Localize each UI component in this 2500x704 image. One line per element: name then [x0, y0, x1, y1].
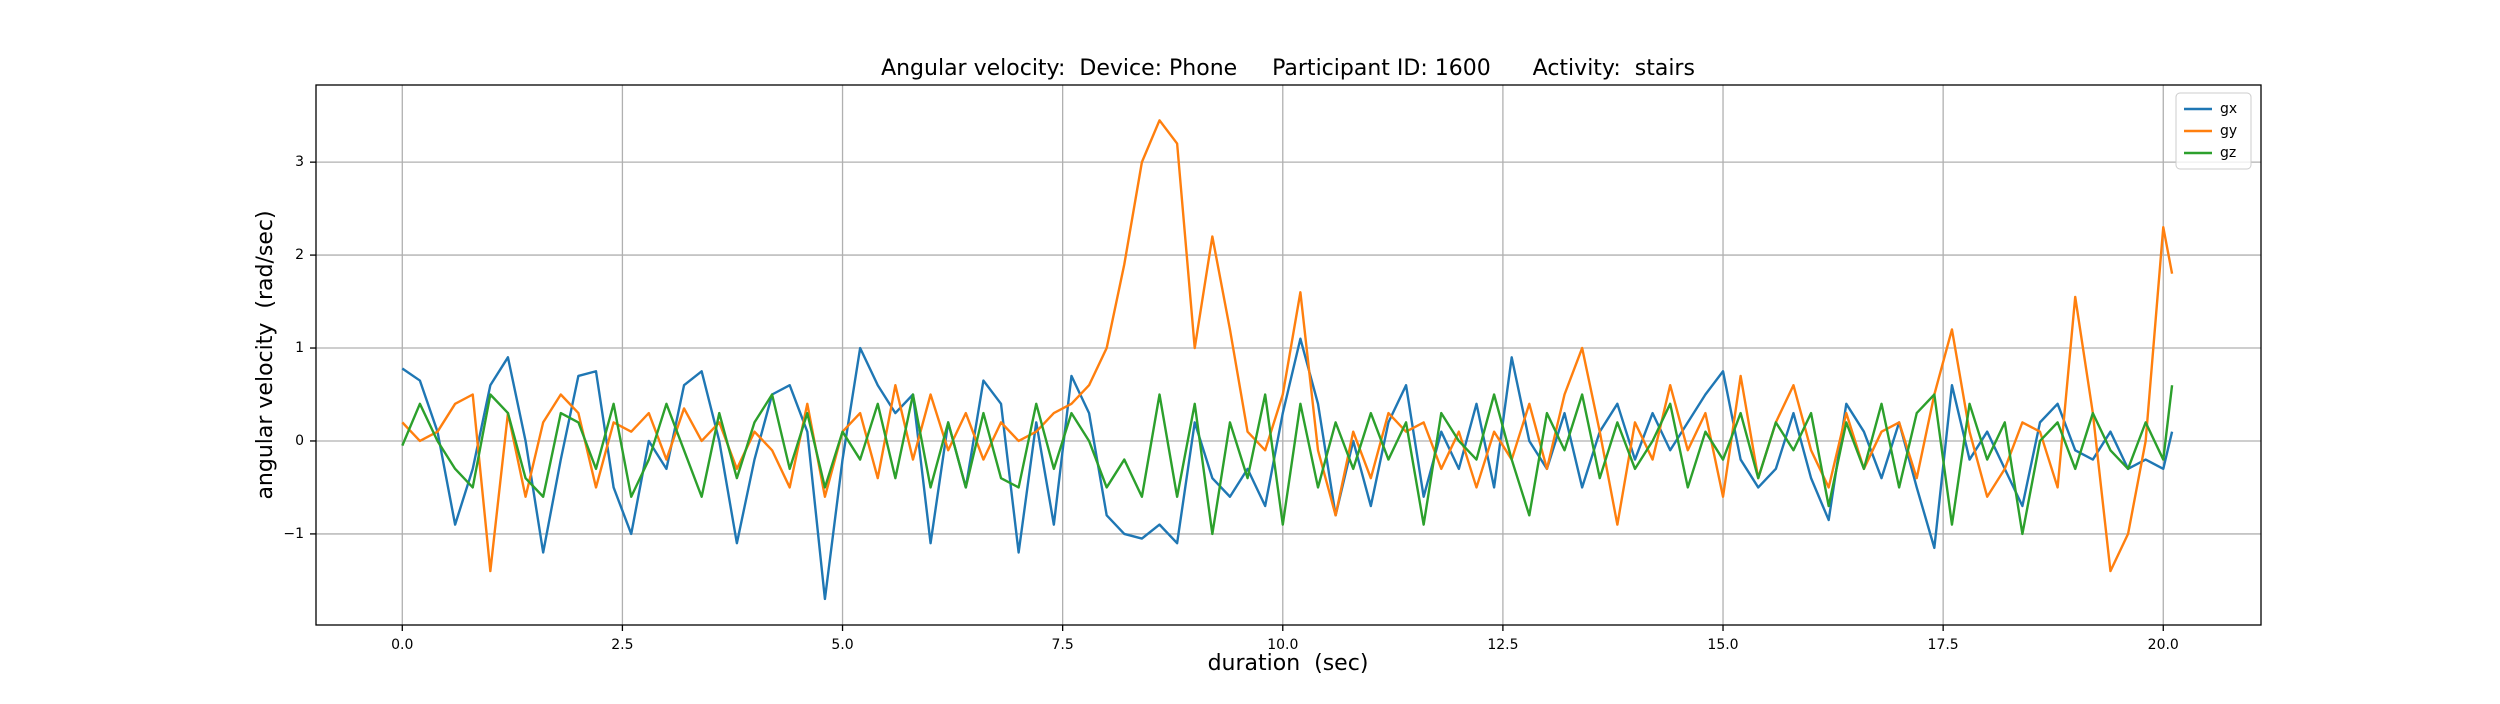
x-tick-label: 15.0: [1707, 637, 1738, 653]
y-tick-label: 3: [295, 154, 304, 170]
y-axis-label: angular velocity (rad/sec): [253, 210, 278, 499]
legend-label: gz: [2220, 145, 2236, 161]
y-tick-label: 1: [295, 340, 304, 356]
x-tick-label: 7.5: [1052, 637, 1074, 653]
legend-label: gy: [2220, 123, 2237, 139]
data-line: [401, 385, 2174, 536]
y-tick-label: 2: [295, 247, 304, 263]
x-tick-label: 2.5: [611, 637, 633, 653]
data-line: [401, 119, 2174, 573]
legend-label: gx: [2220, 101, 2237, 117]
legend: gx gy gz: [2175, 92, 2252, 170]
plot-frame: [315, 84, 2262, 626]
x-tick-label: 10.0: [1267, 637, 1298, 653]
x-axis-label: duration (sec): [1208, 651, 1369, 676]
x-tick-label: 5.0: [831, 637, 853, 653]
y-tick-label: 0: [295, 433, 304, 449]
x-tick-label: 12.5: [1487, 637, 1518, 653]
legend-box: [2175, 92, 2252, 170]
chart-title: Angular velocity: Device: Phone Particip…: [881, 56, 1695, 81]
x-tick-label: 0.0: [391, 637, 413, 653]
data-line: [401, 337, 2174, 601]
y-tick-label: −1: [283, 526, 304, 542]
x-tick-label: 20.0: [2148, 637, 2179, 653]
x-tick-label: 17.5: [1928, 637, 1959, 653]
